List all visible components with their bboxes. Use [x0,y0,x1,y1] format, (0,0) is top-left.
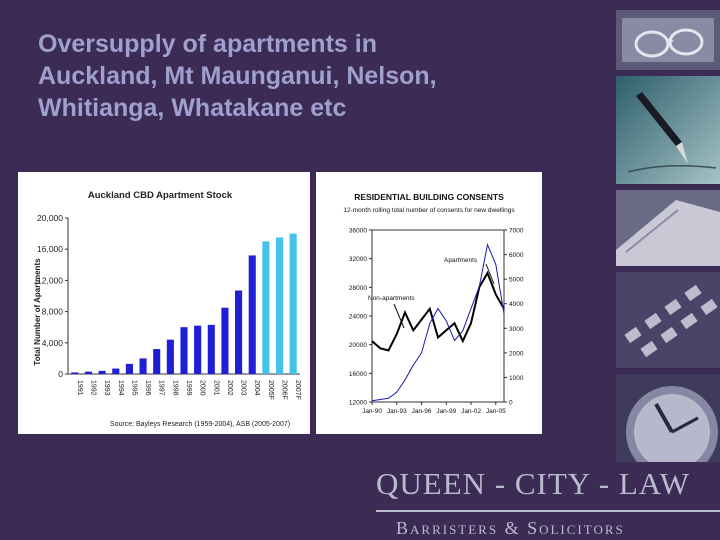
chart1-ytick-label: 4,000 [42,338,64,348]
non-apartments-line [371,270,505,352]
chart2-title: RESIDENTIAL BUILDING CONSENTS [354,192,504,202]
apartment-stock-chart-panel: Auckland CBD Apartment Stock Total Numbe… [18,172,310,434]
chart1-bar [71,372,79,374]
chart1-xtick-label: 2005F [267,380,274,400]
chart1-xtick-label: 2003 [240,380,247,396]
title-line-2: Auckland, Mt Maunganui, Nelson, [38,62,437,90]
chart1-bar [221,307,229,374]
chart1-ytick-label: 16,000 [37,244,63,254]
clock-photo-tile [616,374,720,462]
chart1-xtick-label: 2007F [294,380,301,400]
chart1-xtick-label: 2000 [199,380,206,396]
chart1-xtick-label: 1999 [185,380,192,396]
chart1-xtick-label: 2006F [281,380,288,400]
chart1-bar [289,233,297,374]
chart1-xtick-label: 1995 [130,380,137,396]
chart1-bar [275,237,284,374]
chart1-xtick-label: 1997 [158,380,165,396]
chart1-bar [153,349,161,374]
chart2-plot-frame [371,229,505,403]
chart2-left-tick-label: 16000 [349,371,367,378]
apartments-line [371,242,505,402]
chart1-bar [139,358,147,374]
pen-photo-tile [616,76,720,184]
chart1-ytick-label: 0 [58,369,63,379]
chart2-left-tick-label: 32000 [349,256,367,263]
chart1-bar [207,324,215,374]
chart2-left-tick-label: 20000 [349,342,367,349]
chart2-x-tick-label: Jan-02 [461,408,481,415]
chart2-subtitle: 12-month rolling total number of consent… [343,207,515,214]
chart2-right-tick-label: 6000 [509,252,524,259]
chart1-xtick-label: 1996 [144,380,151,396]
chart1-xtick-label: 2001 [212,380,219,396]
glasses-photo-tile [616,10,720,70]
firm-logo: QUEEN - CITY - LAW Barristers & Solicito… [376,462,720,540]
chart1-xtick-label: 2004 [253,380,260,396]
paper-photo-tile [616,190,720,266]
chart2-left-tick-label: 12000 [349,400,367,407]
chart1-title: Auckland CBD Apartment Stock [88,190,233,201]
chart2-left-tick-label: 28000 [349,285,367,292]
chart1-bar [125,363,133,374]
decorative-image-strip [608,0,720,462]
chart2-x-tick-label: Jan-93 [387,408,407,415]
chart2-x-tick-label: Jan-05 [486,408,506,415]
chart2-x-tick-label: Jan-96 [412,408,432,415]
chart2-right-tick-label: 1000 [509,375,524,382]
non-apartments-series-label: Non-apartments [368,295,415,302]
chart1-bar [180,327,188,374]
non-apartments-callout-arrow [393,303,405,329]
chart2-right-tick-label: 2000 [509,350,524,357]
chart1-xtick-label: 2002 [226,380,233,396]
logo-divider [376,510,720,512]
chart1-source: Source: Bayleys Research (1959-2004), AS… [110,421,290,428]
apartments-series-label: Apartments [444,257,478,264]
title-line-3: Whitianga, Whatakane etc [38,94,347,122]
chart1-xtick-label: 1992 [89,380,96,396]
chart1-bar [262,241,270,374]
chart2-x-tick-label: Jan-90 [362,408,382,415]
chart2-left-tick-label: 24000 [349,314,367,321]
chart1-xtick-label: 1993 [103,380,110,396]
chart1-bar [248,255,256,374]
chart1-xtick-label: 1994 [117,380,124,396]
logo-tagline: Barristers & Solicitors [396,518,625,538]
chart2-right-tick-label: 7000 [509,228,524,235]
chart2-right-tick-label: 3000 [509,326,524,333]
chart1-xtick-label: 1998 [171,380,178,396]
chart2-right-tick-label: 0 [509,400,513,407]
chart1-bar [166,339,174,374]
chart1-bar [98,370,106,374]
chart2-right-tick-label: 4000 [509,301,524,308]
chart1-xtick-label: 1991 [76,380,83,396]
chart1-bar [84,371,93,374]
chart1-bar [235,290,243,374]
title-line-1: Oversupply of apartments in [38,30,377,58]
chart1-ylabel: Total Number of Apartments [33,258,42,366]
building-consents-chart: RESIDENTIAL BUILDING CONSENTS 12-month r… [343,192,524,415]
apartments-callout-arrow [485,263,495,285]
chart2-left-tick-label: 36000 [349,228,367,235]
logo-wordmark: QUEEN - CITY - LAW [376,466,690,501]
chart1-bar [112,368,120,374]
chart1-bar [194,325,202,374]
chart1-ytick-label: 20,000 [37,213,63,223]
keyboard-photo-tile [616,272,720,368]
chart1-ytick-label: 12,000 [37,275,63,285]
building-consents-chart-panel: RESIDENTIAL BUILDING CONSENTS 12-month r… [316,172,542,434]
chart1-ytick-label: 8,000 [42,307,64,317]
slide-title: Oversupply of apartments in Auckland, Mt… [38,28,578,124]
apartment-stock-chart: Auckland CBD Apartment Stock Total Numbe… [33,190,301,428]
chart2-right-tick-label: 5000 [509,277,524,284]
chart2-x-tick-label: Jan-99 [436,408,456,415]
